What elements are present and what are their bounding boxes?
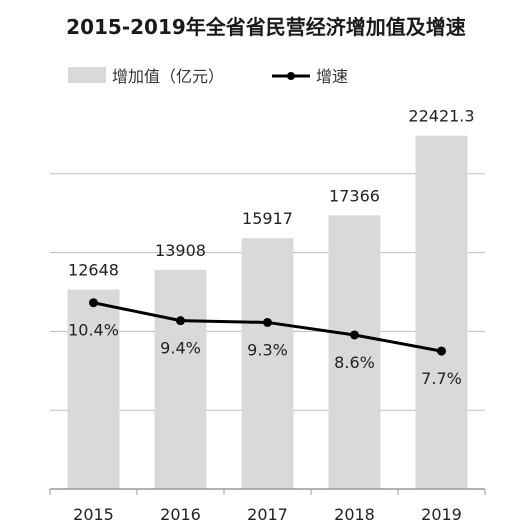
legend-bar-label: 增加值（亿元） — [112, 67, 224, 86]
growth-label-2016: 9.4% — [160, 339, 201, 358]
growth-point-2015 — [89, 298, 98, 308]
x-tick-label-2015: 2015 — [73, 505, 114, 524]
x-tick-label-2018: 2018 — [334, 505, 375, 524]
x-tick-label-2016: 2016 — [160, 505, 201, 524]
bar-value-labels: 12648 13908 15917 17366 22421.3 — [68, 107, 475, 280]
growth-value-labels: 10.4% 9.4% 9.3% 8.6% 7.7% — [68, 321, 462, 388]
x-tick-label-2019: 2019 — [421, 505, 462, 524]
growth-point-2019 — [437, 346, 446, 356]
legend-bar-swatch — [68, 67, 106, 83]
growth-label-2015: 10.4% — [68, 321, 119, 340]
growth-label-2017: 9.3% — [247, 340, 288, 359]
chart-title: 2015-2019年全省省民营经济增加值及增速 — [66, 15, 466, 39]
growth-point-2018 — [350, 330, 359, 340]
bar-label-2016: 13908 — [155, 241, 206, 260]
legend-line-label: 增速 — [316, 67, 348, 86]
growth-label-2019: 7.7% — [421, 369, 462, 388]
bar-2016 — [154, 269, 207, 489]
x-axis: 2015 2016 2017 2018 2019 — [49, 488, 486, 524]
bar-label-2015: 12648 — [68, 261, 119, 280]
bars — [67, 135, 468, 490]
bar-label-2017: 15917 — [242, 209, 293, 228]
bar-2017 — [241, 238, 294, 489]
growth-point-2016 — [176, 316, 185, 326]
bar-2019 — [415, 135, 468, 489]
bar-label-2019: 22421.3 — [408, 107, 474, 126]
growth-line — [89, 298, 446, 356]
growth-label-2018: 8.6% — [334, 353, 375, 372]
growth-point-2017 — [263, 317, 272, 327]
legend: 增加值（亿元） 增速 — [68, 67, 348, 86]
legend-line-marker — [287, 72, 295, 80]
bar-2015 — [67, 289, 120, 489]
x-tick-label-2017: 2017 — [247, 505, 288, 524]
bar-label-2018: 17366 — [329, 186, 380, 205]
bar-2018 — [328, 215, 381, 490]
